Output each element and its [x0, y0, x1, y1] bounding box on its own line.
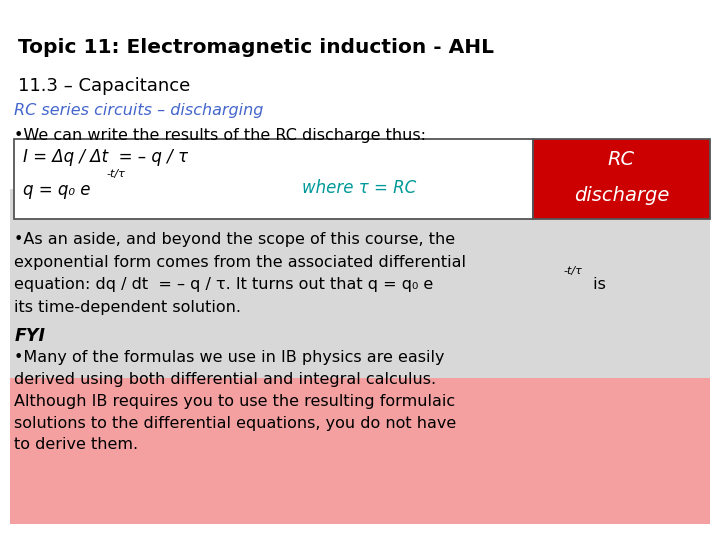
Text: FYI: FYI: [14, 327, 45, 345]
Text: -t/τ: -t/τ: [107, 169, 125, 179]
Text: I = Δq / Δt  = – q / τ: I = Δq / Δt = – q / τ: [23, 148, 188, 166]
Text: where τ = RC: where τ = RC: [302, 179, 417, 197]
Text: exponential form comes from the associated differential: exponential form comes from the associat…: [14, 255, 467, 270]
Text: to derive them.: to derive them.: [14, 437, 138, 453]
FancyBboxPatch shape: [10, 189, 710, 524]
Text: RC series circuits – discharging: RC series circuits – discharging: [14, 103, 264, 118]
Text: Topic 11: Electromagnetic induction - AHL: Topic 11: Electromagnetic induction - AH…: [18, 38, 494, 57]
Text: solutions to the differential equations, you do not have: solutions to the differential equations,…: [14, 416, 456, 431]
Text: •As an aside, and beyond the scope of this course, the: •As an aside, and beyond the scope of th…: [14, 232, 456, 247]
Text: discharge: discharge: [574, 186, 669, 205]
Text: derived using both differential and integral calculus.: derived using both differential and inte…: [14, 372, 436, 387]
Text: 11.3 – Capacitance: 11.3 – Capacitance: [18, 77, 190, 94]
Text: q = q₀ e: q = q₀ e: [23, 181, 91, 199]
Text: RC: RC: [608, 150, 635, 169]
FancyBboxPatch shape: [10, 378, 710, 524]
Text: equation: dq / dt  = – q / τ. It turns out that q = q₀ e: equation: dq / dt = – q / τ. It turns ou…: [14, 277, 433, 292]
Text: its time-dependent solution.: its time-dependent solution.: [14, 300, 241, 315]
Text: •We can write the results of the RC discharge thus:: •We can write the results of the RC disc…: [14, 128, 426, 143]
FancyBboxPatch shape: [533, 139, 710, 219]
Text: -t/τ: -t/τ: [563, 266, 582, 276]
FancyBboxPatch shape: [14, 139, 533, 219]
Text: Although IB requires you to use the resulting formulaic: Although IB requires you to use the resu…: [14, 394, 456, 409]
Text: is: is: [588, 277, 606, 292]
Text: •Many of the formulas we use in IB physics are easily: •Many of the formulas we use in IB physi…: [14, 350, 445, 365]
